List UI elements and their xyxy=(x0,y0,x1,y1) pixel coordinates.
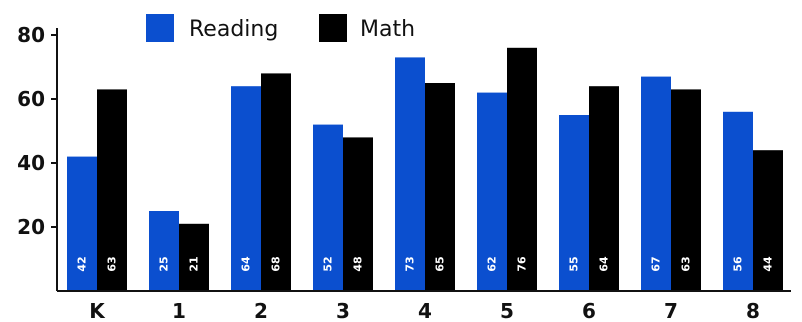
y-axis-ticks: 20 40 60 80 xyxy=(17,23,57,239)
bar-reading-5 xyxy=(477,92,507,291)
bar-reading-6 xyxy=(559,115,589,291)
bar-math-5 xyxy=(507,47,537,291)
bar-value-label: 63 xyxy=(680,256,693,271)
x-tick-label: 5 xyxy=(500,299,514,322)
bar-value-label: 73 xyxy=(404,256,417,271)
bar-value-label: 42 xyxy=(76,256,89,271)
bar-labels: 42 63 25 21 64 68 52 48 73 65 62 76 55 64 67 63 56 44 xyxy=(76,256,775,272)
bar-value-label: 65 xyxy=(434,256,447,271)
bar-reading-7 xyxy=(641,76,671,291)
legend-label-reading: Reading xyxy=(189,17,278,42)
bar-reading-3 xyxy=(313,124,343,291)
bar-value-label: 68 xyxy=(270,256,283,271)
bar-math-2 xyxy=(261,73,291,292)
x-tick-label: 1 xyxy=(172,299,186,322)
bar-math-4 xyxy=(425,83,455,291)
bar-value-label: 44 xyxy=(762,256,775,272)
y-tick-label: 80 xyxy=(17,23,45,47)
bar-reading-1 xyxy=(149,211,179,291)
bar-value-label: 64 xyxy=(598,256,611,272)
x-tick-label: 6 xyxy=(582,299,596,322)
bar-math-1 xyxy=(179,223,209,291)
y-tick-label: 40 xyxy=(17,151,45,175)
bar-value-label: 21 xyxy=(188,256,201,271)
bar-reading-8 xyxy=(723,111,753,291)
bar-value-label: 67 xyxy=(650,256,663,271)
bar-value-label: 76 xyxy=(516,256,529,272)
x-tick-label: K xyxy=(89,299,106,322)
bar-value-label: 52 xyxy=(322,256,335,271)
x-tick-label: 4 xyxy=(418,299,432,322)
bar-reading-2 xyxy=(231,86,261,291)
bar-math-8 xyxy=(753,150,783,291)
y-tick-label: 60 xyxy=(17,87,45,111)
bar-reading-4 xyxy=(395,57,425,292)
x-tick-label: 3 xyxy=(336,299,350,322)
legend-label-math: Math xyxy=(360,17,415,42)
x-tick-label: 2 xyxy=(254,299,268,322)
bar-math-6 xyxy=(589,86,619,291)
bar-value-label: 55 xyxy=(568,256,581,271)
bar-math-3 xyxy=(343,137,373,291)
bars xyxy=(67,47,783,292)
bar-value-label: 25 xyxy=(158,256,171,271)
bar-value-label: 63 xyxy=(106,256,119,271)
bar-value-label: 62 xyxy=(486,256,499,271)
bar-reading-K xyxy=(67,156,97,291)
bar-value-label: 64 xyxy=(240,256,253,272)
legend-swatch-math xyxy=(319,14,347,42)
bar-value-label: 56 xyxy=(732,256,745,272)
bar-math-7 xyxy=(671,89,701,292)
x-tick-label: 7 xyxy=(664,299,678,322)
bar-value-label: 48 xyxy=(352,256,365,271)
y-tick-label: 20 xyxy=(17,215,45,239)
x-axis-ticks: K 1 2 3 4 5 6 7 8 xyxy=(89,299,760,322)
x-tick-label: 8 xyxy=(746,299,760,322)
bar-math-K xyxy=(97,89,127,292)
legend-swatch-reading xyxy=(146,14,174,42)
legend: Reading Math xyxy=(146,14,415,42)
